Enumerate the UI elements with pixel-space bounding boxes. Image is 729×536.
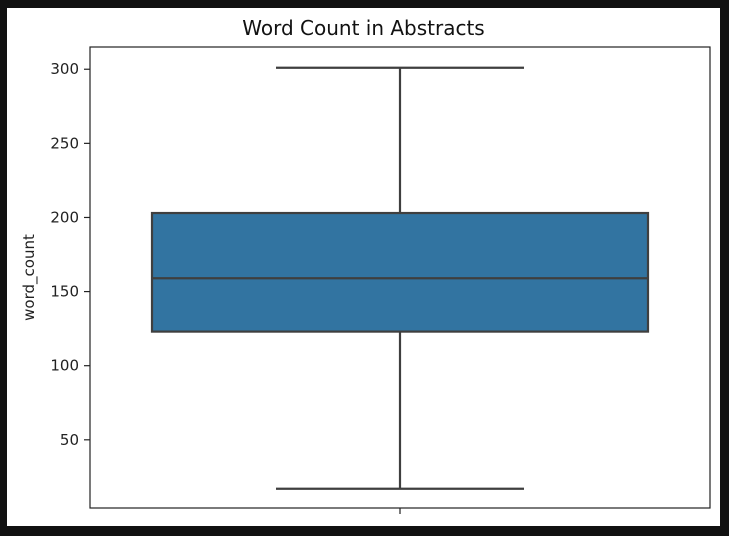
y-tick-label: 200 xyxy=(50,208,79,226)
y-tick-label: 100 xyxy=(50,357,79,375)
y-tick-label: 300 xyxy=(50,60,79,78)
chart-title: Word Count in Abstracts xyxy=(242,16,485,40)
boxplot-group xyxy=(150,66,650,490)
chart-figure: Word Count in Abstracts 50 100 150 200 250 30… xyxy=(7,8,720,526)
y-axis-label: word_count xyxy=(20,234,39,321)
iqr-box xyxy=(150,211,650,333)
y-tick-label: 150 xyxy=(50,283,79,301)
y-tick-label: 50 xyxy=(60,431,79,449)
y-axis-ticks: 50 100 150 200 250 300 xyxy=(50,60,90,449)
boxplot-svg: 50 100 150 200 250 300 word_count xyxy=(20,46,711,514)
y-tick-label: 250 xyxy=(50,134,79,152)
